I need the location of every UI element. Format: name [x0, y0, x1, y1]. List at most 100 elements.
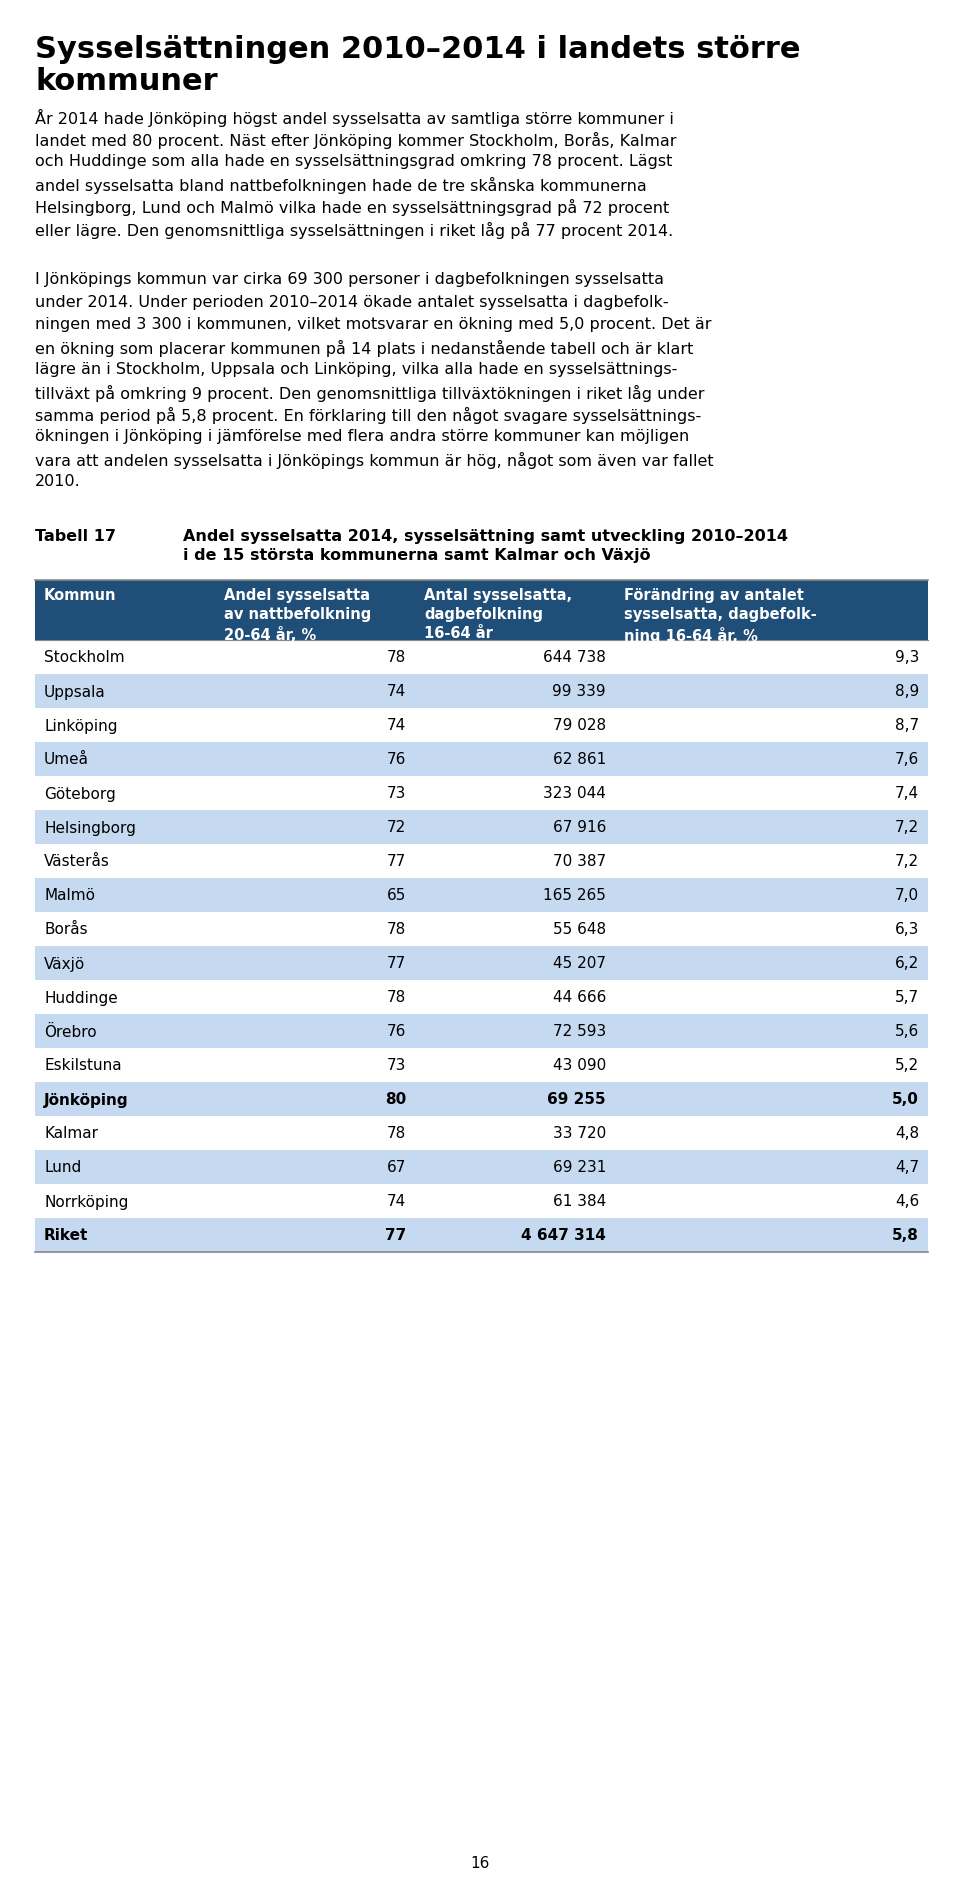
- Text: 73: 73: [387, 786, 406, 801]
- Text: 77: 77: [387, 854, 406, 869]
- Bar: [35, 1082, 928, 1116]
- Bar: [35, 742, 928, 776]
- Text: och Huddinge som alla hade en sysselsättningsgrad omkring 78 procent. Lägst: och Huddinge som alla hade en sysselsätt…: [35, 154, 672, 169]
- Text: Stockholm: Stockholm: [44, 651, 125, 664]
- Text: Andel sysselsatta
av nattbefolkning
20-64 år, %: Andel sysselsatta av nattbefolkning 20-6…: [224, 588, 372, 642]
- Text: Göteborg: Göteborg: [44, 786, 116, 801]
- Text: 76: 76: [387, 1023, 406, 1038]
- Text: 70 387: 70 387: [553, 854, 606, 869]
- Text: 5,7: 5,7: [895, 991, 919, 1004]
- Text: Tabell 17: Tabell 17: [35, 530, 116, 543]
- Bar: [35, 810, 928, 845]
- Text: Borås: Borås: [44, 922, 87, 938]
- Text: Uppsala: Uppsala: [44, 683, 106, 698]
- Text: Växjö: Växjö: [44, 957, 85, 972]
- Text: 74: 74: [387, 717, 406, 733]
- Bar: [35, 1014, 928, 1048]
- Text: tillväxt på omkring 9 procent. Den genomsnittliga tillväxtökningen i riket låg u: tillväxt på omkring 9 procent. Den genom…: [35, 383, 705, 400]
- Text: 99 339: 99 339: [552, 683, 606, 698]
- Text: Jönköping: Jönköping: [44, 1091, 129, 1107]
- Text: 5,6: 5,6: [895, 1023, 919, 1038]
- Text: 4,8: 4,8: [895, 1126, 919, 1141]
- Text: 4,7: 4,7: [895, 1160, 919, 1175]
- Text: samma period på 5,8 procent. En förklaring till den något svagare sysselsättning: samma period på 5,8 procent. En förklari…: [35, 406, 701, 423]
- Text: Huddinge: Huddinge: [44, 991, 118, 1004]
- Text: lägre än i Stockholm, Uppsala och Linköping, vilka alla hade en sysselsättnings-: lägre än i Stockholm, Uppsala och Linköp…: [35, 363, 678, 378]
- Text: 16: 16: [470, 1854, 490, 1870]
- Text: Lund: Lund: [44, 1160, 82, 1175]
- Text: 61 384: 61 384: [553, 1194, 606, 1209]
- Text: 69 231: 69 231: [553, 1160, 606, 1175]
- Text: 9,3: 9,3: [895, 651, 919, 664]
- Text: 44 666: 44 666: [553, 991, 606, 1004]
- Text: 7,2: 7,2: [895, 854, 919, 869]
- Text: 73: 73: [387, 1057, 406, 1072]
- Bar: [35, 981, 928, 1014]
- Text: 8,7: 8,7: [895, 717, 919, 733]
- Text: I Jönköpings kommun var cirka 69 300 personer i dagbefolkningen sysselsatta: I Jönköpings kommun var cirka 69 300 per…: [35, 271, 664, 287]
- Text: eller lägre. Den genomsnittliga sysselsättningen i riket låg på 77 procent 2014.: eller lägre. Den genomsnittliga sysselsä…: [35, 222, 673, 239]
- Text: 6,3: 6,3: [895, 922, 919, 938]
- Text: 78: 78: [387, 651, 406, 664]
- Text: en ökning som placerar kommunen på 14 plats i nedanstående tabell och är klart: en ökning som placerar kommunen på 14 pl…: [35, 340, 693, 357]
- Bar: [35, 879, 928, 913]
- Text: Andel sysselsatta 2014, sysselsättning samt utveckling 2010–2014: Andel sysselsatta 2014, sysselsättning s…: [183, 530, 788, 543]
- Text: 45 207: 45 207: [553, 957, 606, 972]
- Text: 165 265: 165 265: [543, 888, 606, 903]
- Text: Förändring av antalet
sysselsatta, dagbefolk-
ning 16-64 år, %: Förändring av antalet sysselsatta, dagbe…: [624, 588, 817, 643]
- Text: 5,8: 5,8: [892, 1228, 919, 1243]
- Bar: [35, 1116, 928, 1150]
- Text: vara att andelen sysselsatta i Jönköpings kommun är hög, något som även var fall: vara att andelen sysselsatta i Jönköping…: [35, 452, 713, 469]
- Bar: [35, 674, 928, 708]
- Text: 7,0: 7,0: [895, 888, 919, 903]
- Text: 72: 72: [387, 820, 406, 835]
- Bar: [35, 947, 928, 981]
- Text: 67 916: 67 916: [553, 820, 606, 835]
- Text: 4,6: 4,6: [895, 1194, 919, 1209]
- Text: 67: 67: [387, 1160, 406, 1175]
- Bar: [35, 913, 928, 947]
- Text: 55 648: 55 648: [553, 922, 606, 938]
- Text: 43 090: 43 090: [553, 1057, 606, 1072]
- Text: 77: 77: [385, 1228, 406, 1243]
- Bar: [35, 1150, 928, 1184]
- Text: Umeå: Umeå: [44, 752, 89, 767]
- Text: Kommun: Kommun: [44, 588, 116, 604]
- Text: Kalmar: Kalmar: [44, 1126, 98, 1141]
- Text: År 2014 hade Jönköping högst andel sysselsatta av samtliga större kommuner i: År 2014 hade Jönköping högst andel sysse…: [35, 108, 674, 127]
- Text: 5,2: 5,2: [895, 1057, 919, 1072]
- Text: 7,2: 7,2: [895, 820, 919, 835]
- Text: under 2014. Under perioden 2010–2014 ökade antalet sysselsatta i dagbefolk-: under 2014. Under perioden 2010–2014 öka…: [35, 294, 668, 309]
- Bar: [35, 776, 928, 810]
- Text: 7,4: 7,4: [895, 786, 919, 801]
- Bar: [35, 1048, 928, 1082]
- Text: andel sysselsatta bland nattbefolkningen hade de tre skånska kommunerna: andel sysselsatta bland nattbefolkningen…: [35, 177, 647, 194]
- Text: 79 028: 79 028: [553, 717, 606, 733]
- Text: 7,6: 7,6: [895, 752, 919, 767]
- Text: ningen med 3 300 i kommunen, vilket motsvarar en ökning med 5,0 procent. Det är: ningen med 3 300 i kommunen, vilket mots…: [35, 317, 711, 332]
- Text: Örebro: Örebro: [44, 1023, 97, 1038]
- Text: Antal sysselsatta,
dagbefolkning
16-64 år: Antal sysselsatta, dagbefolkning 16-64 å…: [424, 588, 572, 642]
- Bar: [35, 581, 928, 642]
- Text: 2010.: 2010.: [35, 474, 81, 490]
- Text: Helsingborg, Lund och Malmö vilka hade en sysselsättningsgrad på 72 procent: Helsingborg, Lund och Malmö vilka hade e…: [35, 199, 669, 216]
- Text: Eskilstuna: Eskilstuna: [44, 1057, 122, 1072]
- Text: 78: 78: [387, 922, 406, 938]
- Text: 62 861: 62 861: [553, 752, 606, 767]
- Text: i de 15 största kommunerna samt Kalmar och Växjö: i de 15 största kommunerna samt Kalmar o…: [183, 549, 651, 562]
- Text: 644 738: 644 738: [543, 651, 606, 664]
- Text: 8,9: 8,9: [895, 683, 919, 698]
- Text: landet med 80 procent. Näst efter Jönköping kommer Stockholm, Borås, Kalmar: landet med 80 procent. Näst efter Jönköp…: [35, 131, 677, 148]
- Text: 78: 78: [387, 1126, 406, 1141]
- Text: 6,2: 6,2: [895, 957, 919, 972]
- Text: 80: 80: [385, 1091, 406, 1107]
- Text: Riket: Riket: [44, 1228, 88, 1243]
- Text: Linköping: Linköping: [44, 717, 117, 733]
- Text: 78: 78: [387, 991, 406, 1004]
- Text: 69 255: 69 255: [547, 1091, 606, 1107]
- Text: Malmö: Malmö: [44, 888, 95, 903]
- Bar: [35, 708, 928, 742]
- Text: 74: 74: [387, 683, 406, 698]
- Text: kommuner: kommuner: [35, 66, 218, 97]
- Text: ökningen i Jönköping i jämförelse med flera andra större kommuner kan möjligen: ökningen i Jönköping i jämförelse med fl…: [35, 429, 689, 444]
